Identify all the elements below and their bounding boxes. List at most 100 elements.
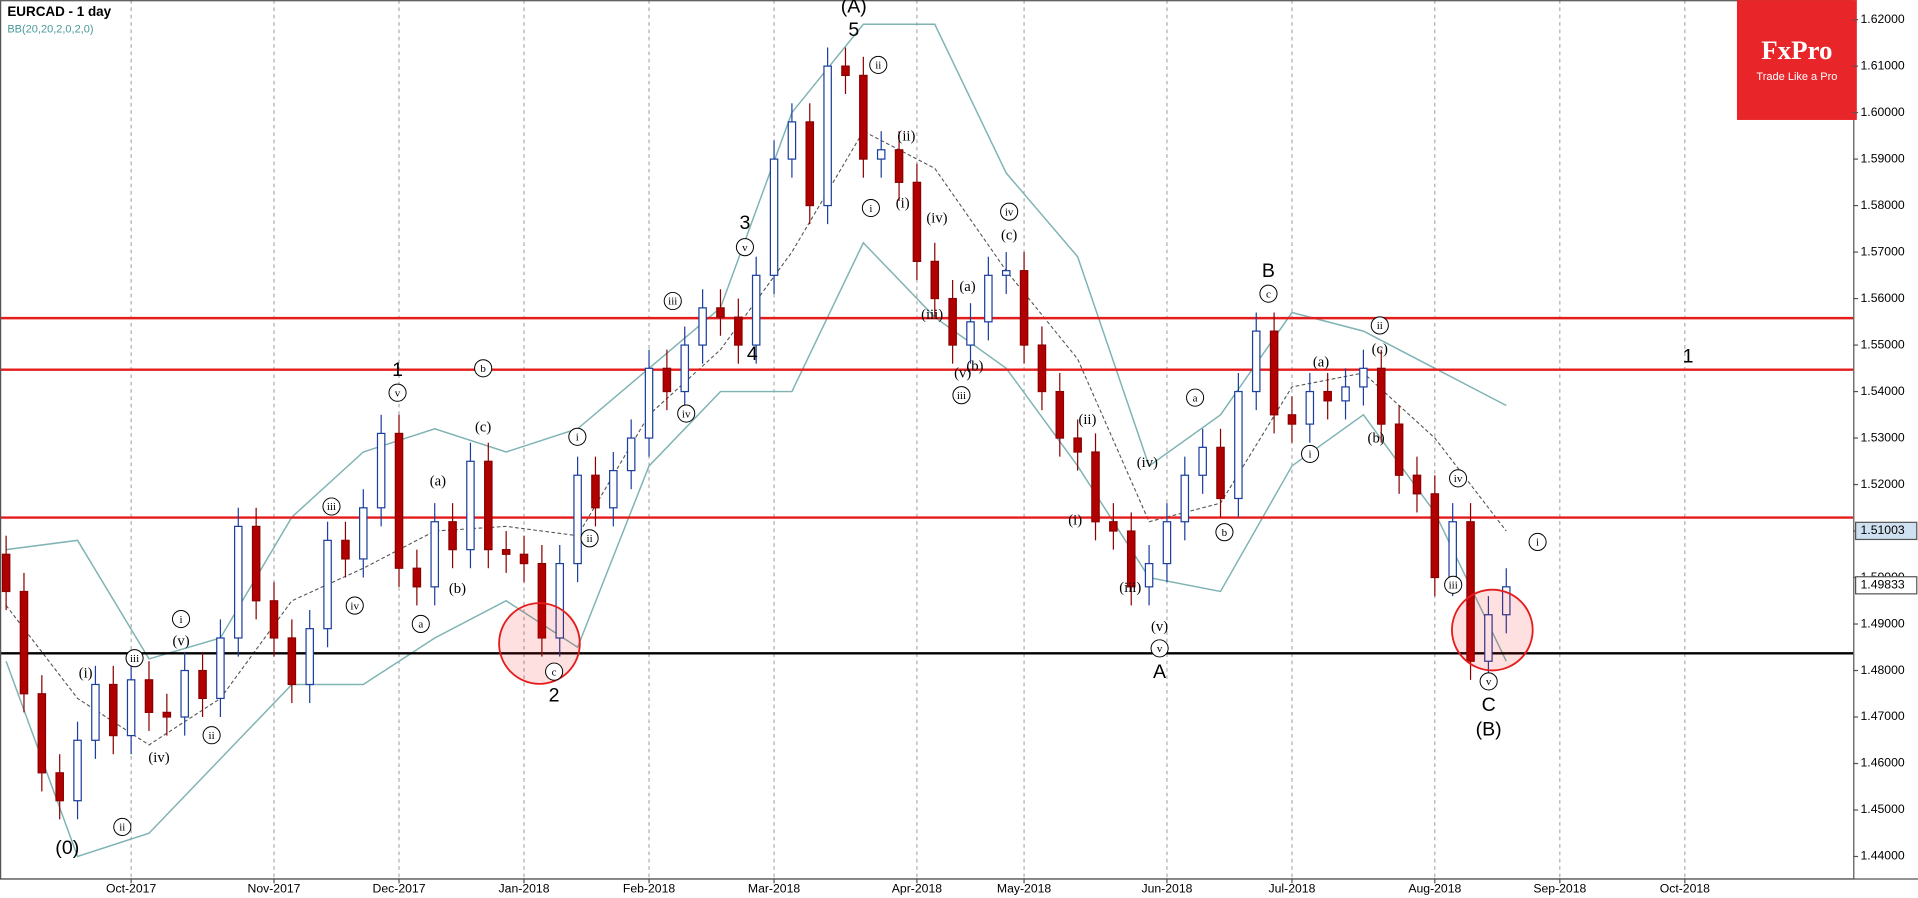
price-tag-label: 1.49833 [1861,578,1905,592]
wave-label: (iii) [1119,580,1141,596]
highlight-circle [1451,588,1534,672]
wave-circle [861,198,880,218]
x-tick-label: Jan-2018 [499,882,550,896]
wave-label: (ii) [1078,412,1096,428]
y-tick-label: 1.47000 [1861,709,1905,723]
candle-body [1484,614,1493,662]
wave-label: (iv) [1137,455,1158,471]
candle-body [91,683,100,741]
candle-body [1305,390,1315,425]
candle-body [734,316,743,346]
candle-body [1162,521,1172,565]
wave-label: b [1222,527,1228,539]
y-tick-label: 1.55000 [1861,337,1905,351]
wave-label: ii [209,730,215,742]
wave-circle [322,497,341,516]
indicator-label: BB(20,20,2,0,2,0) [7,23,93,35]
wave-label: 3 [739,212,750,234]
wave-label: C [1482,694,1496,716]
x-tick-label: Nov-2017 [248,882,301,896]
candle-body [144,679,154,713]
wave-circle [1000,202,1019,221]
wave-circle [202,726,221,745]
candle-body [126,679,136,737]
wave-label: iii [1449,580,1458,592]
candle-body [1037,344,1047,393]
wave-label: (b) [966,358,983,374]
wave-label: (iv) [148,750,169,766]
wave-label: v [1157,643,1163,655]
candle-body [1251,330,1261,393]
candle-body [805,121,815,207]
wave-label: (i) [896,196,910,212]
candle-body [287,637,297,686]
wave-label: a [1193,392,1198,404]
wave-circle [869,55,888,74]
x-tick-label: May-2018 [997,882,1052,896]
y-tick-label: 1.48000 [1861,663,1905,677]
wave-label: (c) [1001,228,1017,244]
y-tick-label: 1.49000 [1861,616,1905,630]
wave-circle [1528,532,1547,552]
candle-body [501,549,511,555]
y-tick-label: 1.45000 [1861,802,1905,816]
candle-body [984,274,993,323]
candle-body [1501,586,1511,616]
wave-label: B [1262,260,1275,282]
wave-label: (v) [172,634,189,650]
candle-body [394,432,404,569]
y-tick-label: 1.56000 [1861,291,1905,305]
candle-body [1323,390,1332,402]
wave-label: iv [682,408,691,420]
candle-body [37,693,47,774]
highlight-circle [498,602,581,685]
wave-label: i [1309,449,1312,461]
wave-label: (c) [1372,341,1388,357]
candle-body [573,474,582,565]
candle-body [341,539,350,560]
x-tick-label: Apr-2018 [892,882,942,896]
wave-label: (A) [841,0,867,18]
x-tick-label: Sep-2018 [1533,882,1586,896]
candle-body [680,344,690,393]
wave-label: (a) [1313,355,1329,371]
wave-circle [735,238,754,257]
logo-box [1736,0,1857,120]
wave-label: (v) [1151,619,1168,635]
wave-circle [952,386,971,405]
wave-circle [1479,672,1498,691]
candle-body [519,553,529,565]
x-tick-label: Oct-2018 [1660,882,1710,896]
x-tick-label: Jun-2018 [1141,882,1192,896]
wave-label: a [418,619,423,631]
wave-circle [1301,444,1320,463]
candle-body [1,553,11,593]
y-tick-label: 1.54000 [1861,384,1905,398]
candle-body [1269,330,1279,416]
candle-body [162,711,172,718]
wave-label: (B) [1476,719,1502,741]
candle-body [323,539,332,630]
candle-body [769,158,779,276]
wave-label: v [1486,676,1492,688]
wave-label: (i) [1068,513,1082,529]
y-tick-label: 1.46000 [1861,756,1905,770]
wave-circle [345,596,364,615]
candle-body [466,460,475,551]
candle-body [1198,446,1207,476]
candle-body [269,600,279,639]
wave-label: ii [875,60,881,72]
wave-label: iv [1454,473,1463,485]
wave-label: (b) [449,581,466,597]
wave-circle [1215,523,1234,542]
candle-body [716,307,725,318]
candle-body [1144,562,1154,588]
candle-body [591,474,600,509]
wave-label: i [576,432,579,444]
wave-label: 4 [747,343,758,365]
candle-body [626,437,636,472]
candle-body [1341,386,1350,402]
candle-body [1466,521,1475,662]
candle-body [1091,451,1100,523]
